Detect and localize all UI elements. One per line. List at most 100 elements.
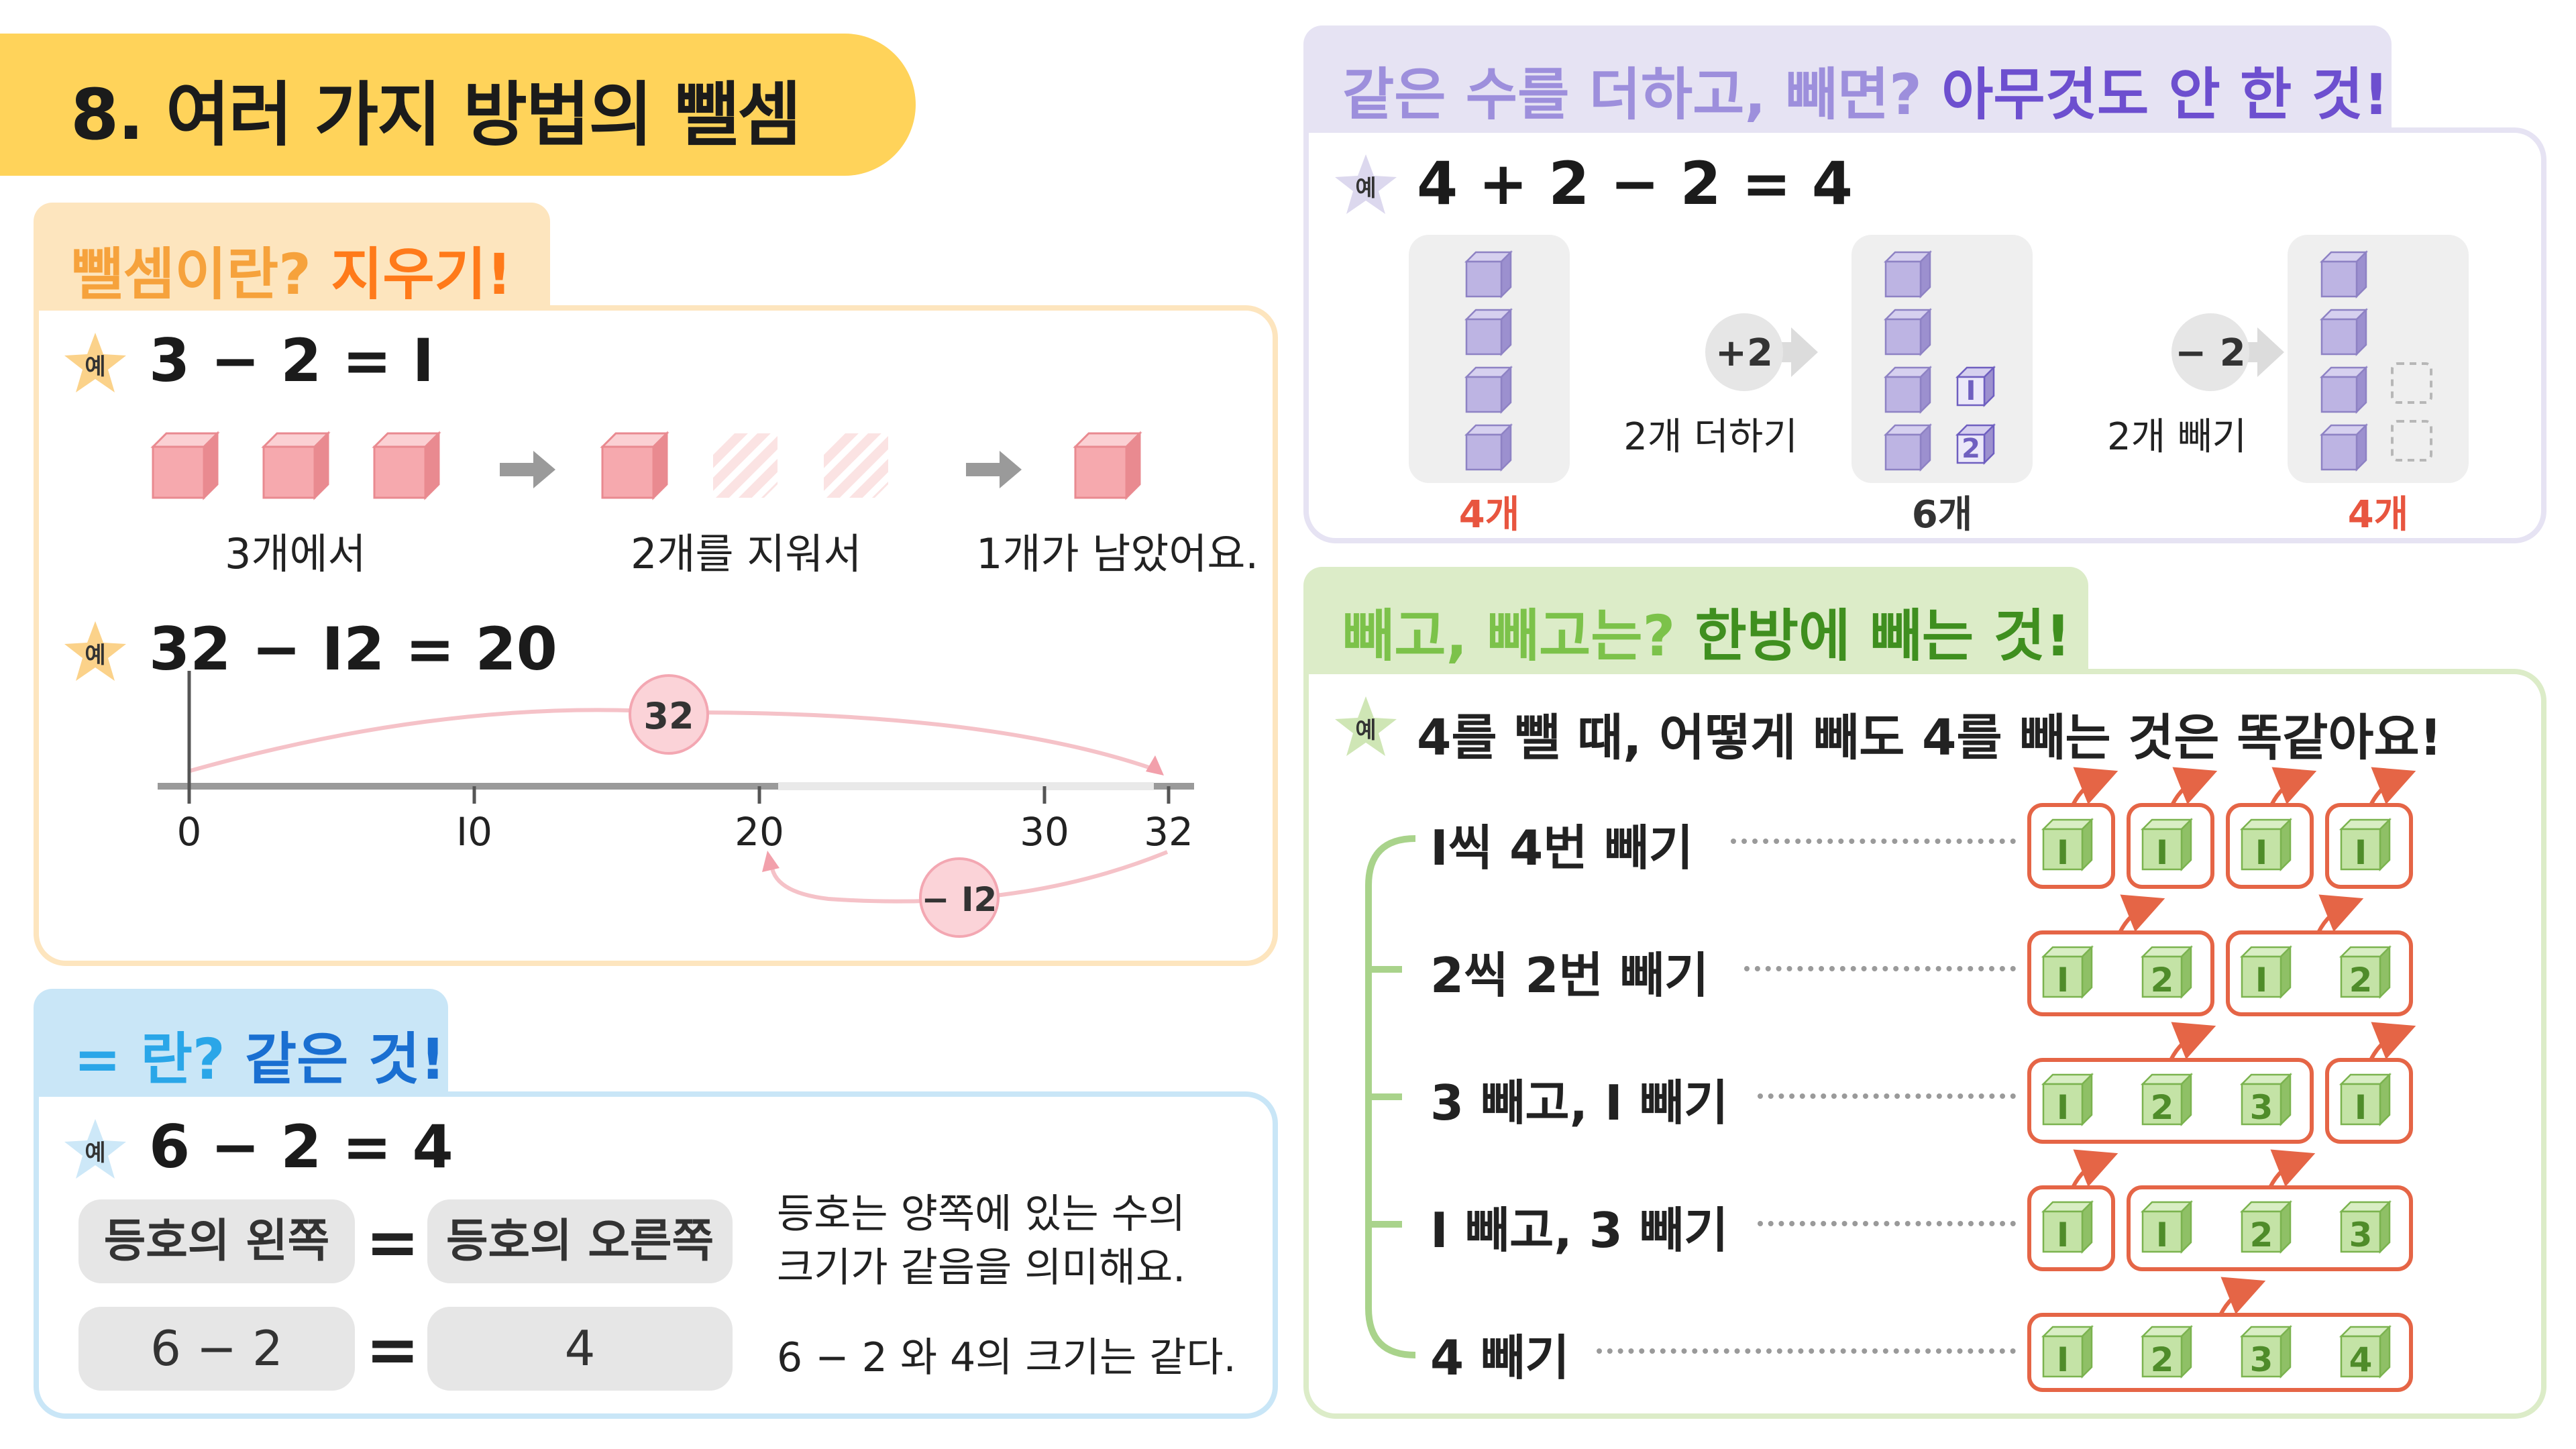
purple-cube xyxy=(1465,309,1512,356)
cube-number: I xyxy=(2057,961,2070,1000)
right-side-value: 4 xyxy=(427,1307,733,1391)
dotted-leader xyxy=(1744,966,2016,971)
cube-number: 3 xyxy=(2250,1088,2273,1127)
removed-cube-outline xyxy=(2391,362,2432,404)
cube-number: 2 xyxy=(2151,961,2174,1000)
example-label: 예 xyxy=(85,354,105,380)
equals-example-note: 6 − 2 와 4의 크기는 같다. xyxy=(777,1334,1236,1381)
subtract-group xyxy=(2027,1058,2314,1144)
arrow-right-icon xyxy=(500,451,555,488)
numberline-minus-badge: − I2 xyxy=(922,880,998,919)
subtract-group xyxy=(2325,803,2413,889)
example-star-icon: 예 xyxy=(1335,696,1397,756)
count-after: 4개 xyxy=(2348,493,2409,537)
tick-label: 20 xyxy=(735,809,784,855)
example-star-icon: 예 xyxy=(64,333,126,392)
cube-number: I xyxy=(2057,1088,2070,1127)
example-label: 예 xyxy=(85,642,105,669)
panel1-tab: 뺄셈이란? 지우기! xyxy=(34,203,550,310)
panel2-equals-label: = 란? xyxy=(74,1026,245,1092)
row-label: 3 빼고, I 빼기 xyxy=(1430,1075,1729,1131)
example-label: 예 xyxy=(85,1140,105,1167)
title-banner xyxy=(0,34,916,176)
cube-row xyxy=(152,432,1141,499)
subtract-group xyxy=(2027,1185,2115,1271)
panel1-eq2: 32 − I2 = 20 xyxy=(149,614,557,684)
grouped-cubes: I I I I I 2 I 2 I 2 3 I I I 2 3 xyxy=(2027,767,2416,1392)
panel3-answer: 아무것도 안 한 것! xyxy=(1941,62,2390,127)
example-label: 예 xyxy=(1355,717,1376,744)
panel4-header: 4를 뺄 때, 어떻게 빼도 4를 빼는 것은 똑같아요! xyxy=(1417,709,2443,767)
purple-cube xyxy=(1465,366,1512,413)
left-side-value: 6 − 2 xyxy=(78,1307,355,1391)
left-side-label: 등호의 왼쪽 xyxy=(78,1199,355,1283)
cube-number: 2 xyxy=(2250,1216,2273,1254)
dotted-leader xyxy=(1597,1348,2016,1354)
pink-cube xyxy=(152,432,219,499)
cube-tray xyxy=(2288,235,2469,483)
row-label: 4 빼기 xyxy=(1430,1330,1570,1386)
right-side-label: 등호의 오른쪽 xyxy=(427,1199,733,1283)
tick-label: 0 xyxy=(177,809,202,855)
cube-number: 2 xyxy=(2349,961,2373,1000)
example-star-icon: 예 xyxy=(64,621,126,681)
purple-cube xyxy=(2320,309,2367,356)
cube-number: I xyxy=(2156,833,2169,872)
equals-note-line2: 크기가 같음을 의미해요. xyxy=(777,1244,1186,1291)
panel3-question: 같은 수를 더하고, 빼면? xyxy=(1342,62,1942,127)
minus-caption: 2개 빼기 xyxy=(2107,415,2247,459)
add-remove-diagram: 4개 +2 2개 더하기 I 2 6개 − 2 2개 빼기 4개 xyxy=(1409,235,2469,537)
plus-badge: +2 xyxy=(1715,331,1773,375)
added-cube-label: I xyxy=(1966,376,1976,407)
dotted-leader xyxy=(1758,1221,2016,1226)
subtract-group xyxy=(2127,803,2214,889)
equals-note: 등호는 양쪽에 있는 수의 크기가 같음을 의미해요. xyxy=(777,1187,1185,1295)
remove-arrow-icon xyxy=(2218,1277,2266,1316)
panel3-eq: 4 + 2 − 2 = 4 xyxy=(1417,149,1853,218)
erased-cube xyxy=(713,433,777,498)
caption-result: 1개가 남았어요. xyxy=(976,529,1259,578)
removed-cube-outline xyxy=(2391,420,2432,462)
cube-number: 2 xyxy=(2151,1340,2174,1379)
panel3-tab: 같은 수를 더하고, 빼면? 아무것도 안 한 것! xyxy=(1303,25,2392,133)
remove-arrow-icon xyxy=(2170,767,2218,806)
example-star-icon: 예 xyxy=(1335,154,1397,214)
panel4-answer: 한방에 빼는 것! xyxy=(1695,603,2072,669)
erased-cube xyxy=(824,433,888,498)
remove-arrow-icon xyxy=(2071,1149,2118,1189)
pink-cube xyxy=(373,432,440,499)
panel2-answer: 같은 것! xyxy=(244,1026,446,1092)
subtract-group xyxy=(2127,1185,2413,1271)
panel4-question: 빼고, 빼고는? xyxy=(1342,603,1695,669)
pink-cube xyxy=(262,432,329,499)
remove-arrow-icon xyxy=(2269,767,2317,806)
panel1-question: 뺄셈이란? xyxy=(71,241,331,307)
minus-badge: − 2 xyxy=(2175,331,2245,375)
cube-number: 2 xyxy=(2151,1088,2174,1127)
subtract-group xyxy=(2325,1058,2413,1144)
pink-cube xyxy=(601,432,668,499)
count-middle: 6개 xyxy=(1912,493,1973,537)
cube-number: I xyxy=(2355,1088,2367,1127)
cube-number: I xyxy=(2057,833,2070,872)
dotted-leader xyxy=(1758,1093,2016,1099)
remove-arrow-icon xyxy=(2316,894,2364,934)
numberline-start-badge: 32 xyxy=(643,695,694,737)
cube-number: I xyxy=(2057,1340,2070,1379)
remove-arrow-icon xyxy=(2169,1022,2216,1061)
remove-arrow-icon xyxy=(2369,767,2416,806)
cube-number: I xyxy=(2156,1216,2169,1254)
dotted-leader xyxy=(1731,839,2016,844)
purple-cube xyxy=(1465,251,1512,298)
purple-cube xyxy=(1884,309,1931,356)
panel4-tab: 빼고, 빼고는? 한방에 빼는 것! xyxy=(1303,567,2088,674)
cube-tray xyxy=(1851,235,2033,483)
tick-label: 30 xyxy=(1020,809,1069,855)
page-title: 8. 여러 가지 방법의 뺄셈 xyxy=(70,74,802,156)
tick-label: I0 xyxy=(456,809,492,855)
plus-caption: 2개 더하기 xyxy=(1623,415,1798,459)
purple-cube xyxy=(1465,424,1512,471)
cube-tray xyxy=(1409,235,1570,483)
panel1-eq1: 3 − 2 = I xyxy=(149,326,435,395)
remove-arrow-icon xyxy=(2071,767,2118,806)
